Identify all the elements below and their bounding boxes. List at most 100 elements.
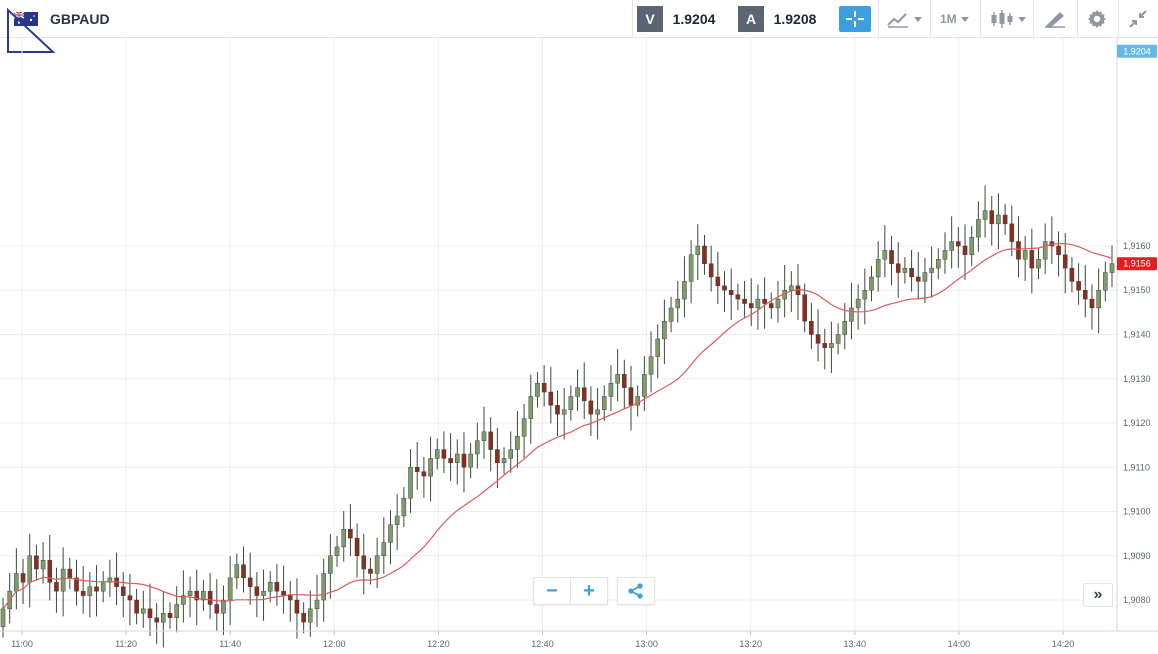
candle-body: [748, 303, 754, 309]
candle-body: [802, 294, 807, 322]
indicators-button[interactable]: [886, 7, 922, 31]
candle-body: [328, 555, 333, 574]
candle-body: [869, 276, 874, 291]
candle-body: [0, 608, 6, 627]
candle-body: [294, 599, 300, 614]
candle-body: [962, 245, 968, 256]
candle-body: [675, 298, 681, 309]
settings-button[interactable]: [1087, 7, 1107, 31]
x-tick-label: 13:20: [739, 639, 762, 649]
candle-body: [381, 542, 387, 556]
candle-body: [922, 272, 928, 282]
candle-body: [20, 573, 26, 583]
minimize-button[interactable]: [1128, 7, 1148, 31]
candle-body: [14, 573, 19, 592]
price-axis: 1,9080 1,9090 1,9100 1,9110 1,9120 1,9130 1,91…: [1123, 241, 1151, 605]
zoom-in-button[interactable]: +: [583, 579, 595, 602]
candle-body: [528, 396, 534, 419]
candle-body: [254, 586, 260, 596]
candle-body: [495, 449, 500, 464]
price-chart[interactable]: 1,9080 1,9090 1,9100 1,9110 1,9120 1,9130 1,91…: [0, 38, 1158, 654]
separator: [570, 578, 571, 604]
last-price-tag: 1,9156: [1117, 257, 1157, 271]
candle-body: [1016, 241, 1021, 260]
candle-body: [348, 529, 353, 539]
candle-body: [822, 343, 827, 348]
candle-body: [688, 254, 694, 282]
x-tick-label: 13:40: [844, 639, 867, 649]
x-tick-label: 12:00: [323, 639, 346, 649]
candle-body: [936, 259, 941, 269]
candle-body: [1062, 254, 1068, 269]
candle-body: [929, 267, 934, 273]
candle-body: [996, 214, 1001, 225]
drawing-tools-button[interactable]: [1044, 7, 1066, 31]
candle-body: [581, 387, 587, 402]
candle-body: [334, 546, 340, 556]
candle-body: [461, 453, 467, 468]
candle-body: [314, 599, 320, 610]
candle-body: [715, 276, 721, 287]
candle-body: [1109, 263, 1115, 273]
time-axis: 11:00 11:20 11:40 12:00 12:20 12:40 13:00 13:20…: [11, 631, 1074, 649]
candle-body: [1029, 250, 1035, 269]
scroll-to-end-button[interactable]: »: [1083, 583, 1113, 607]
candle-body: [67, 568, 73, 579]
candle-body: [789, 285, 794, 291]
chart-type-button[interactable]: [990, 7, 1026, 31]
candle-body: [722, 285, 727, 291]
candle-body: [54, 582, 59, 592]
chevron-down-icon: [914, 16, 922, 22]
candle-body: [261, 590, 266, 596]
separator: [1118, 0, 1119, 37]
candle-body: [161, 613, 166, 623]
candle-body: [120, 586, 126, 596]
candle-body: [468, 453, 473, 468]
buy-quote[interactable]: A 1.9208: [738, 6, 826, 32]
separator: [1077, 0, 1078, 37]
zoom-out-button[interactable]: −: [546, 579, 558, 602]
candle-body: [341, 529, 346, 548]
gear-icon: [1088, 10, 1106, 28]
candle-body: [708, 263, 714, 278]
candle-body: [167, 613, 173, 618]
candle-body: [1076, 281, 1081, 291]
candle-body: [401, 498, 407, 517]
candle-body: [662, 321, 667, 340]
share-button[interactable]: [617, 577, 655, 605]
candle-body: [568, 396, 574, 410]
crosshair-button[interactable]: [839, 6, 871, 32]
candle-body: [809, 321, 814, 335]
candle-body: [421, 471, 427, 477]
candle-body: [488, 431, 493, 450]
candles: [0, 185, 1115, 648]
candle-body: [902, 267, 908, 273]
candle-body: [702, 245, 707, 264]
candle-body: [882, 250, 888, 260]
candle-body: [1022, 250, 1028, 260]
candle-body: [989, 210, 995, 225]
instrument-symbol[interactable]: GBPAUD: [50, 11, 110, 27]
x-tick-label: 12:20: [427, 639, 450, 649]
candle-body: [308, 608, 313, 623]
y-tick-label: 1,9160: [1123, 241, 1151, 251]
candle-body: [755, 298, 761, 309]
candle-body: [221, 599, 226, 614]
candle-body: [1056, 245, 1061, 256]
grid: [0, 38, 1117, 631]
candle-body: [448, 458, 453, 464]
candle-body: [1089, 298, 1095, 309]
candle-body: [455, 453, 460, 464]
candle-body: [601, 396, 607, 410]
candle-body: [361, 555, 367, 570]
candle-body: [635, 396, 640, 406]
candle-body: [849, 307, 854, 322]
candle-body: [194, 590, 200, 601]
candle-body: [134, 599, 139, 614]
x-tick-label: 11:00: [11, 639, 33, 649]
sell-quote[interactable]: V 1.9204: [637, 6, 725, 32]
candle-body: [1083, 290, 1088, 300]
candle-body: [976, 219, 981, 238]
timeframe-selector[interactable]: 1M: [940, 7, 969, 31]
candle-body: [668, 307, 674, 322]
